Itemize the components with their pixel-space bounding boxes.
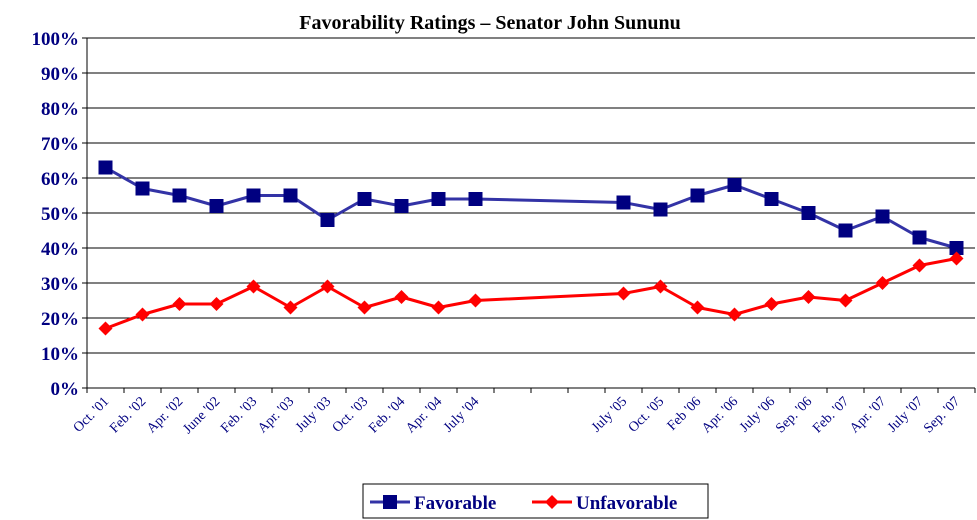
data-point-unfavorable: [764, 297, 779, 311]
data-point-unfavorable: [394, 290, 409, 304]
legend-unfavorable-marker: [545, 495, 559, 509]
x-tick-label: Sep. '07: [921, 394, 963, 436]
y-tick-label: 90%: [41, 64, 79, 85]
data-point-favorable: [431, 192, 446, 206]
x-tick-label: Apr. '06: [699, 394, 741, 436]
x-tick-label: Feb. '02: [107, 394, 149, 436]
data-point-unfavorable: [357, 300, 372, 315]
data-point-unfavorable: [838, 293, 853, 308]
y-tick-label: 40%: [41, 239, 79, 260]
legend-favorable-label: Favorable: [414, 493, 496, 514]
series-unfavorable: [98, 251, 964, 336]
x-tick-label: June '02: [180, 394, 223, 437]
chart-title: Favorability Ratings – Senator John Sunu…: [299, 12, 680, 34]
data-point-favorable: [209, 199, 224, 213]
data-point-unfavorable: [98, 321, 113, 336]
data-point-favorable: [727, 178, 742, 192]
data-point-favorable: [838, 223, 853, 238]
data-point-unfavorable: [690, 300, 705, 315]
x-tick-label: Feb '06: [665, 394, 705, 434]
x-tick-label: Feb. '07: [810, 394, 852, 436]
data-point-favorable: [357, 192, 372, 206]
y-tick-label: 80%: [41, 99, 79, 120]
data-point-favorable: [468, 192, 483, 206]
series-favorable: [98, 160, 964, 255]
data-point-unfavorable: [653, 279, 668, 294]
x-tick-label: Apr. '02: [144, 394, 186, 436]
data-point-favorable: [653, 202, 668, 217]
x-tick-label: July '06: [737, 394, 778, 435]
data-point-favorable: [616, 195, 631, 210]
x-tick-label: Oct. '01: [71, 394, 113, 436]
y-tick-label: 0%: [51, 379, 80, 400]
data-point-unfavorable: [431, 300, 446, 315]
data-point-favorable: [320, 213, 335, 227]
x-tick-label: July '05: [589, 394, 630, 435]
data-point-favorable: [135, 181, 150, 196]
data-point-favorable: [283, 188, 298, 203]
data-point-favorable: [949, 241, 964, 255]
series-line-favorable: [104, 166, 957, 250]
x-tick-label: Feb. '03: [218, 394, 260, 436]
data-point-favorable: [98, 160, 113, 175]
data-point-favorable: [801, 206, 816, 220]
x-tick-label: Apr. '04: [403, 394, 445, 436]
data-point-unfavorable: [727, 307, 742, 322]
x-tick-label: Oct. '05: [626, 394, 668, 436]
data-point-unfavorable: [283, 300, 298, 315]
data-point-unfavorable: [135, 307, 150, 322]
y-tick-label: 100%: [32, 29, 80, 50]
y-tick-label: 50%: [41, 204, 79, 225]
axes: [82, 37, 976, 393]
data-point-unfavorable: [209, 297, 224, 311]
data-point-favorable: [912, 230, 927, 245]
y-tick-label: 70%: [41, 134, 79, 155]
data-point-unfavorable: [246, 279, 261, 294]
x-tick-label: Apr. '03: [255, 394, 297, 436]
y-tick-label: 20%: [41, 309, 79, 330]
x-tick-label: Sep. '06: [773, 394, 815, 436]
data-point-favorable: [875, 209, 890, 224]
y-axis-tick-labels: 0% 10% 20% 30% 40% 50% 60% 70% 80% 90% 100%: [32, 29, 80, 400]
gridlines: [87, 37, 975, 354]
series-lines: [98, 160, 964, 336]
x-tick-label: Apr. '07: [847, 394, 889, 436]
x-tick-label: Feb. '04: [366, 394, 408, 436]
data-point-unfavorable: [875, 276, 890, 290]
data-point-favorable: [246, 188, 261, 203]
data-point-unfavorable: [949, 251, 964, 266]
x-tick-label: Oct. '03: [330, 394, 372, 436]
data-point-favorable: [394, 199, 409, 213]
legend-favorable-marker: [383, 495, 397, 509]
data-point-unfavorable: [912, 258, 927, 273]
x-tick-label: July '04: [441, 394, 482, 435]
y-tick-label: 10%: [41, 344, 79, 365]
data-point-unfavorable: [320, 279, 335, 294]
data-point-favorable: [764, 192, 779, 206]
y-tick-label: 60%: [41, 169, 79, 190]
data-point-unfavorable: [801, 290, 816, 304]
x-tick-label: July '07: [885, 394, 926, 435]
legend: Favorable Unfavorable: [362, 483, 709, 519]
data-point-unfavorable: [172, 297, 187, 311]
y-tick-label: 30%: [41, 274, 79, 295]
legend-unfavorable-label: Unfavorable: [576, 493, 677, 514]
x-tick-label: July '03: [293, 394, 334, 435]
data-point-unfavorable: [616, 286, 631, 301]
data-point-unfavorable: [468, 293, 483, 308]
data-point-favorable: [172, 188, 187, 203]
data-point-favorable: [690, 188, 705, 203]
